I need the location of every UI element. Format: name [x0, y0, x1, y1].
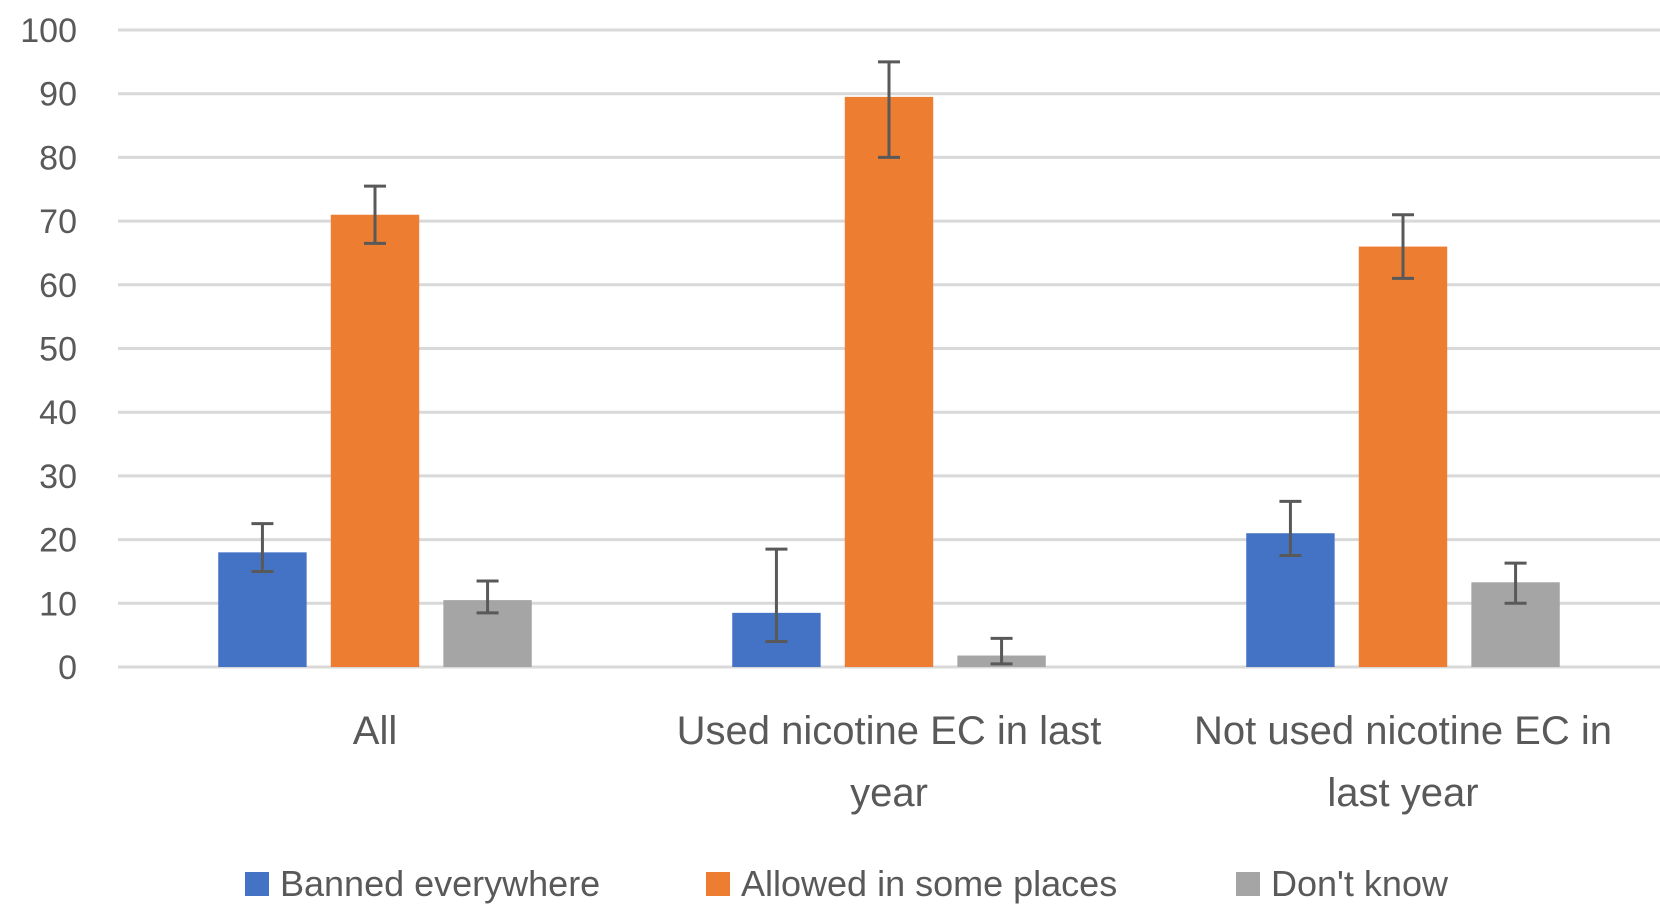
y-tick-label: 80 [39, 139, 77, 177]
y-tick-label: 50 [39, 331, 77, 369]
legend-label: Allowed in some places [741, 863, 1117, 904]
legend-label: Don't know [1271, 863, 1449, 904]
y-tick-label: 0 [58, 649, 77, 687]
x-axis-category-labels: All Used nicotine EC in last year Not used … [353, 709, 1612, 815]
legend-swatch [1236, 872, 1260, 896]
error-bars [251, 60, 1527, 666]
y-tick-label: 70 [39, 203, 77, 241]
x-category-label: All [353, 709, 397, 753]
x-category-label: Used nicotine EC in last [677, 709, 1102, 753]
legend-swatch [245, 872, 269, 896]
bar [1358, 246, 1448, 667]
y-tick-label: 100 [20, 12, 77, 50]
y-tick-label: 40 [39, 394, 77, 432]
x-category-label: year [850, 771, 928, 815]
legend: Banned everywhere Allowed in some places D… [245, 863, 1449, 904]
bars [218, 96, 1560, 668]
legend-swatch [706, 872, 730, 896]
x-category-label: Not used nicotine EC in [1194, 709, 1612, 753]
y-tick-label: 10 [39, 585, 77, 623]
x-category-label: last year [1327, 771, 1478, 815]
y-tick-label: 60 [39, 267, 77, 305]
bar [844, 96, 934, 667]
y-tick-label: 20 [39, 522, 77, 560]
y-tick-label: 30 [39, 458, 77, 496]
bar [330, 214, 420, 668]
y-tick-label: 90 [39, 76, 77, 114]
y-axis-tick-labels: 0 10 20 30 40 50 60 70 80 90 100 [20, 12, 77, 687]
legend-label: Banned everywhere [280, 863, 600, 904]
